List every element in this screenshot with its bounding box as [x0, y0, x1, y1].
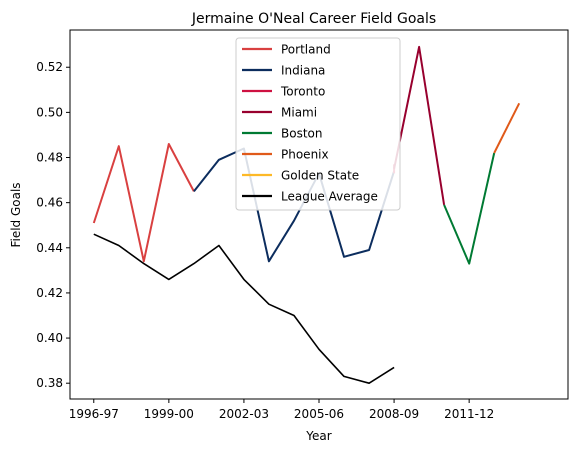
x-tick-label: 1999-00	[144, 407, 194, 421]
series-line-1	[193, 147, 396, 263]
y-tick-label: 0.50	[36, 105, 63, 119]
y-tick-label: 0.40	[36, 331, 63, 345]
y-tick-label: 0.52	[36, 60, 63, 74]
series-line-4	[443, 152, 496, 265]
legend: Portland Indiana Toronto Miami Boston Phoenix…	[235, 37, 401, 211]
series-line-0	[92, 143, 195, 263]
plot-lines	[92, 45, 521, 385]
legend-label: Golden State	[281, 169, 359, 183]
series-line-3	[393, 45, 446, 206]
y-tick-label: 0.44	[36, 241, 63, 255]
x-tick-label: 2002-03	[219, 407, 269, 421]
legend-label: Boston	[281, 127, 322, 141]
y-axis: 0.38 0.40 0.42 0.44 0.46 0.48 0.50 0.52	[36, 60, 70, 390]
legend-box	[235, 37, 401, 211]
y-tick-label: 0.42	[36, 286, 63, 300]
legend-label: League Average	[281, 190, 378, 204]
series-line-7	[93, 233, 395, 385]
legend-label: Portland	[281, 43, 331, 57]
series-line-5	[493, 102, 521, 154]
legend-label: Toronto	[280, 85, 325, 99]
x-tick-label: 1996-97	[69, 407, 119, 421]
x-axis: 1996-97 1999-00 2002-03 2005-06 2008-09 2011-…	[69, 399, 494, 421]
x-tick-label: 2008-09	[369, 407, 419, 421]
y-axis-label: Field Goals	[9, 182, 23, 247]
y-tick-label: 0.46	[36, 196, 63, 210]
x-tick-label: 2011-12	[444, 407, 494, 421]
legend-label: Indiana	[281, 64, 325, 78]
x-tick-label: 2005-06	[294, 407, 344, 421]
legend-label: Phoenix	[281, 148, 329, 162]
chart-title: Jermaine O'Neal Career Field Goals	[191, 11, 436, 27]
x-axis-label: Year	[305, 429, 331, 443]
y-tick-label: 0.38	[36, 376, 63, 390]
y-tick-label: 0.48	[36, 151, 63, 165]
legend-label: Miami	[281, 106, 317, 120]
